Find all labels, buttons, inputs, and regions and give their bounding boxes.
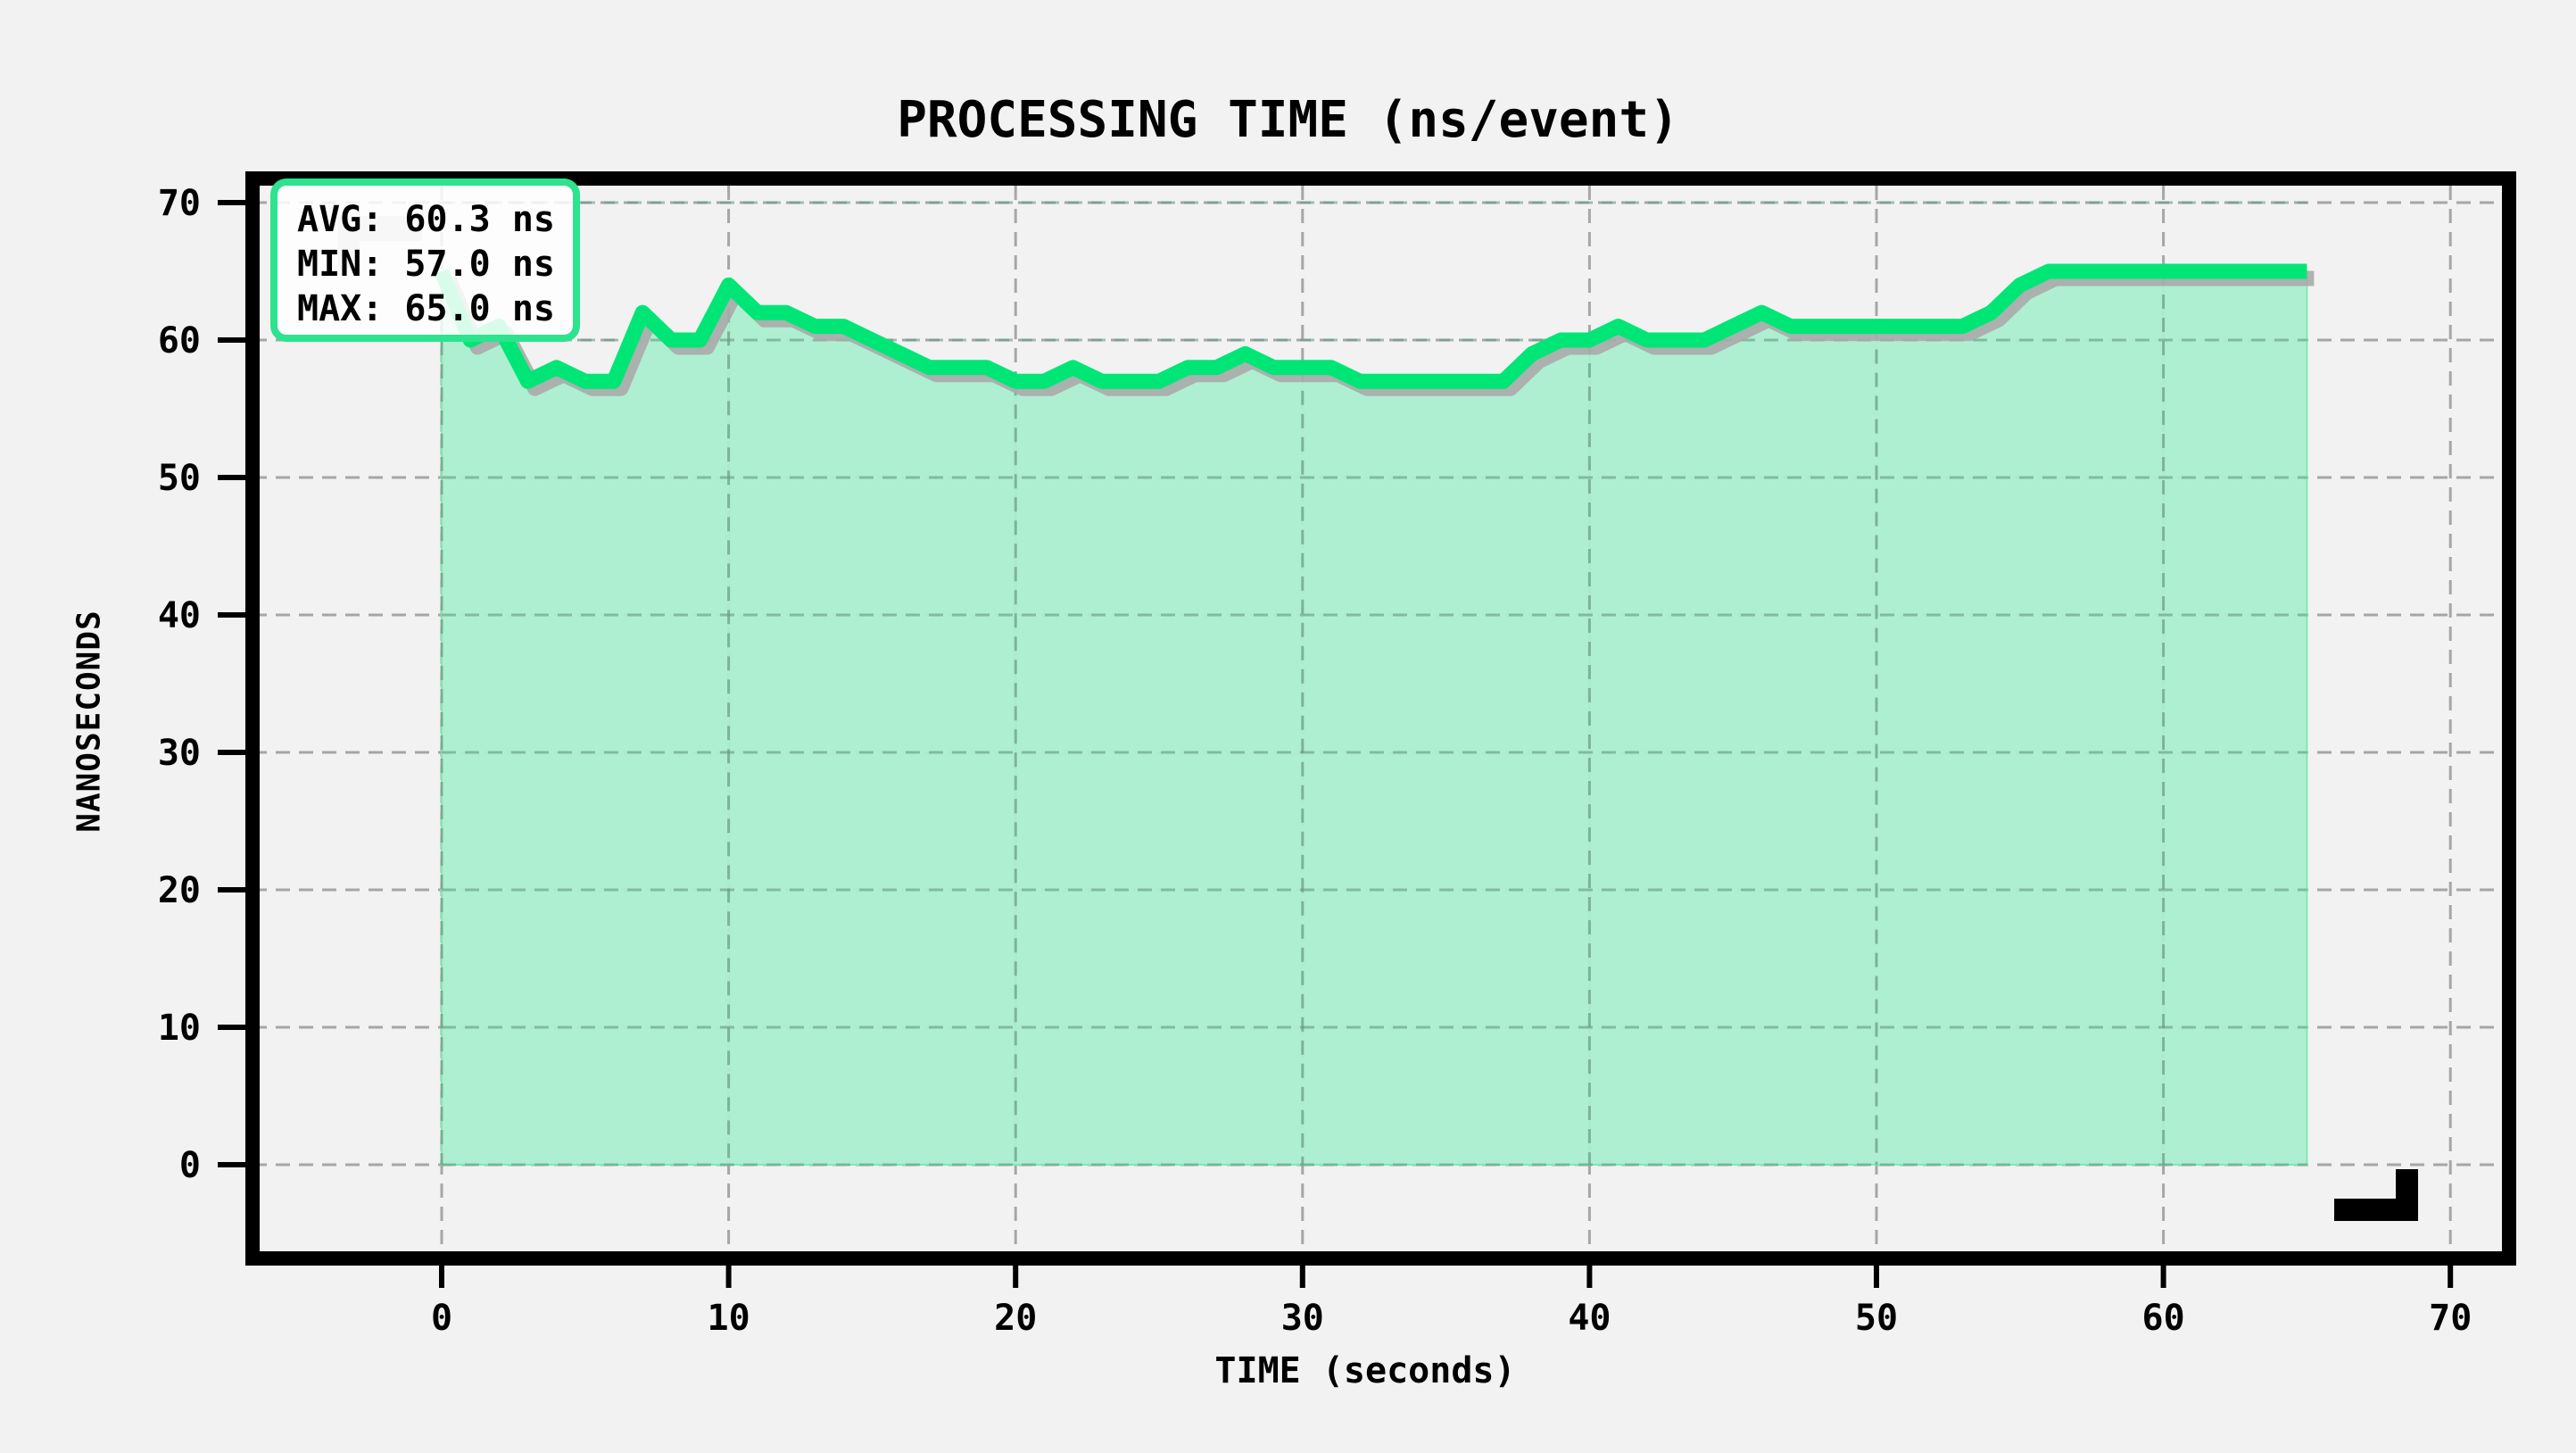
stat-avg: AVG: 60.3 ns xyxy=(297,199,555,240)
y-tick-label: 50 xyxy=(158,458,201,499)
axes-frame xyxy=(245,171,2516,1266)
y-tick-label: 10 xyxy=(158,1008,201,1049)
y-tick-label: 20 xyxy=(158,870,201,911)
stats-box: AVG: 60.3 ns MIN: 57.0 ns MAX: 65.0 ns xyxy=(270,179,580,342)
stat-min: MIN: 57.0 ns xyxy=(297,244,555,285)
plot-frame xyxy=(245,171,2516,1266)
x-axis-label: TIME (seconds) xyxy=(1214,1350,1516,1391)
x-tick-label: 10 xyxy=(708,1298,750,1339)
x-tick-label: 50 xyxy=(1855,1298,1898,1339)
x-tick-label: 70 xyxy=(2429,1298,2472,1339)
area-series xyxy=(435,201,2315,1167)
y-tick-label: 60 xyxy=(158,320,201,361)
x-tick-label: 20 xyxy=(994,1298,1037,1339)
y-tick-label: 30 xyxy=(158,733,201,774)
area-fill xyxy=(441,270,2308,1166)
y-tick-label: 0 xyxy=(179,1145,201,1186)
bottom-right-bracket-icon xyxy=(2334,1169,2418,1221)
x-tick-label: 30 xyxy=(1281,1298,1324,1339)
stat-max: MAX: 65.0 ns xyxy=(297,288,555,329)
data-line xyxy=(435,263,2307,389)
x-tick-label: 40 xyxy=(1568,1298,1611,1339)
chart-title: PROCESSING TIME (ns/event) xyxy=(897,91,1679,149)
y-tick-label: 70 xyxy=(158,183,201,224)
x-tick-label: 0 xyxy=(431,1298,452,1339)
x-tick-label: 60 xyxy=(2142,1298,2185,1339)
y-axis-label: NANOSECONDS xyxy=(70,610,108,833)
tick-marks: 0 10 20 30 40 50 60 70 0 10 20 30 40 50 60 70 xyxy=(158,183,2472,1339)
y-tick-label: 40 xyxy=(158,595,201,636)
